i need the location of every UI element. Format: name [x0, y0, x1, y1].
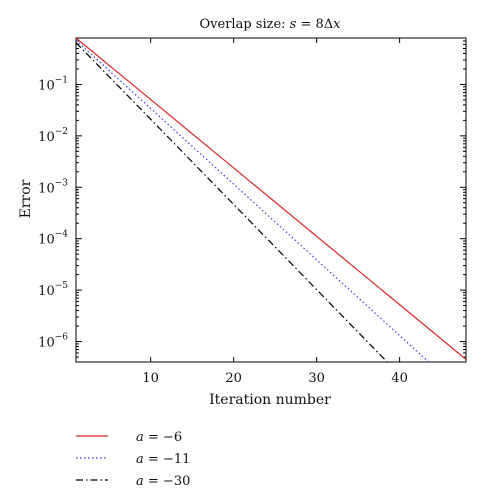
y-tick-label: 10−1 — [38, 75, 68, 93]
x-tick-label: 20 — [225, 371, 242, 386]
y-tick-label: 10−2 — [38, 127, 68, 145]
y-tick-label: 10−6 — [38, 333, 68, 351]
plot-frame — [75, 37, 467, 363]
x-tick-label: 10 — [142, 371, 159, 386]
x-tick-label: 40 — [391, 371, 408, 386]
y-axis: 10−1 10−2 10−3 10−4 10−5 10−6 — [38, 37, 466, 363]
y-tick-label: 10−5 — [38, 281, 68, 299]
x-tick-label: 30 — [308, 371, 325, 386]
series-lines — [75, 37, 467, 363]
y-axis-label: Error — [18, 179, 34, 218]
y-tick-label: 10−4 — [38, 230, 68, 248]
series-line-2 — [75, 39, 430, 363]
legend-label-1: a = −6 — [136, 430, 182, 445]
x-axis: 10 20 30 40 — [142, 38, 408, 386]
y-tick-label: 10−3 — [38, 178, 68, 196]
legend-label-2: a = −11 — [136, 452, 190, 467]
x-axis-label: Iteration number — [209, 392, 331, 408]
legend: a = −6 a = −11 a = −30 — [76, 430, 190, 489]
legend-label-3: a = −30 — [136, 474, 190, 489]
chart-title: Overlap size: s = 8Δx — [200, 17, 342, 32]
series-line-3 — [75, 42, 388, 363]
series-line-1 — [75, 37, 467, 360]
